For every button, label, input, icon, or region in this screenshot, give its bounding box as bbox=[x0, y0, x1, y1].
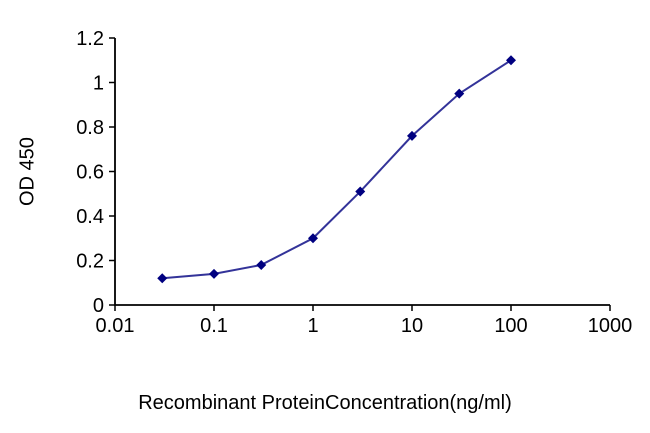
x-tick-label: 100 bbox=[494, 315, 527, 337]
y-tick-label: 0 bbox=[93, 295, 104, 317]
data-point-marker bbox=[157, 273, 168, 284]
x-tick-label: 0.1 bbox=[200, 315, 228, 337]
data-point-marker bbox=[256, 259, 267, 270]
series-line bbox=[162, 59, 512, 280]
y-axis-label: OD 450 bbox=[16, 137, 39, 206]
x-tick-label: 0.01 bbox=[96, 315, 135, 337]
x-axis-label: Recombinant ProteinConcentration(ng/ml) bbox=[138, 392, 512, 414]
y-tick-label: 1.2 bbox=[76, 28, 104, 50]
y-tick-label: 0.8 bbox=[76, 117, 104, 139]
x-tick-label: 10 bbox=[401, 315, 423, 337]
data-point-marker bbox=[209, 268, 219, 279]
axis-lines bbox=[114, 38, 610, 306]
x-tick-label: 1 bbox=[307, 315, 318, 337]
data-point-marker bbox=[308, 233, 318, 244]
data-point-marker bbox=[355, 186, 366, 197]
y-tick-label: 1 bbox=[93, 73, 104, 95]
data-point-marker bbox=[454, 88, 465, 99]
y-tick-label: 0.6 bbox=[76, 162, 104, 184]
x-tick-label: 1000 bbox=[588, 315, 633, 337]
data-point-marker bbox=[506, 55, 516, 66]
y-tick-label: 0.4 bbox=[76, 206, 104, 228]
data-point-marker bbox=[407, 130, 417, 141]
y-tick-label: 0.2 bbox=[76, 251, 104, 273]
